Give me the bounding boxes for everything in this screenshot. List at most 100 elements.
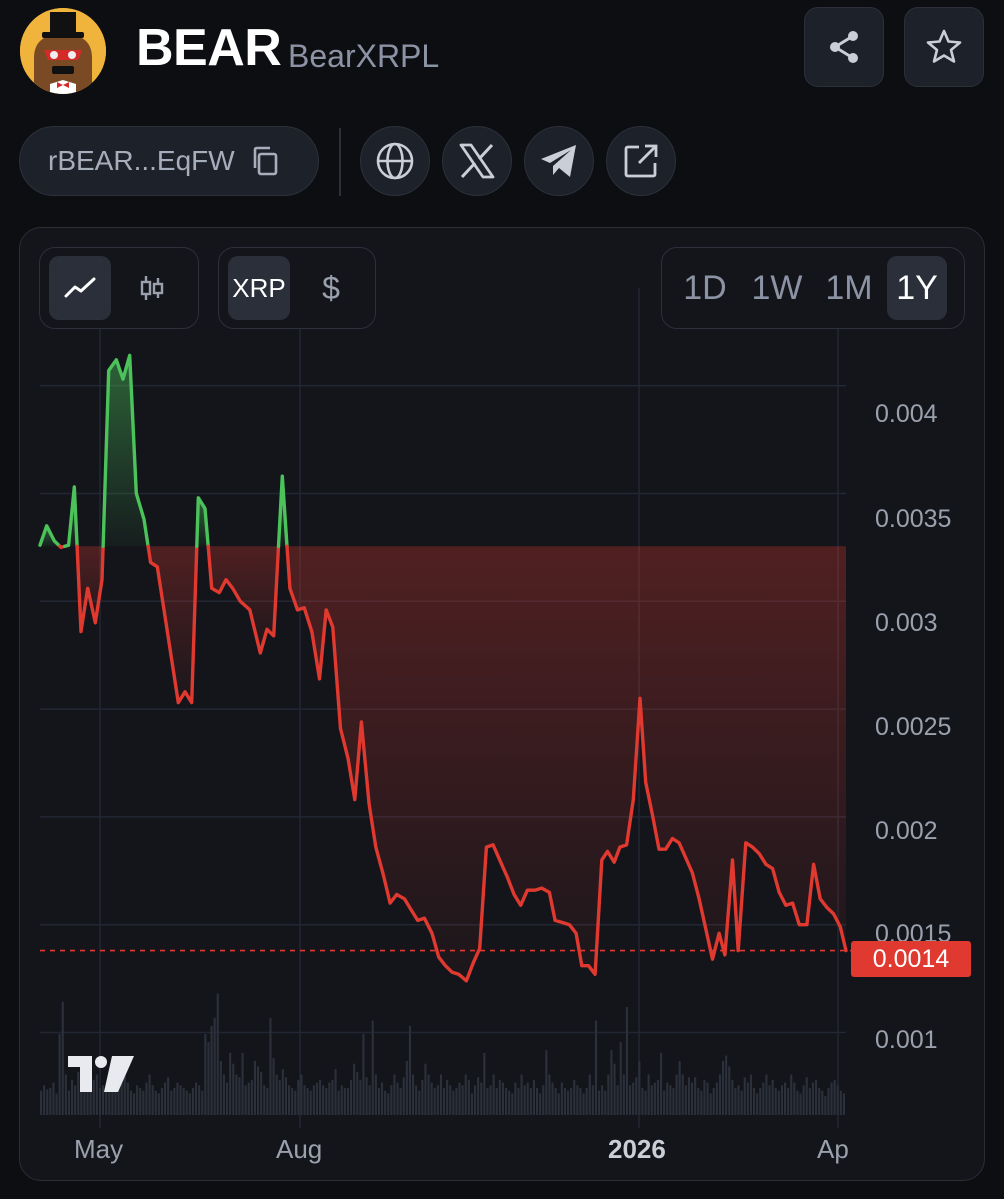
x-button[interactable] xyxy=(442,126,512,196)
volume-bar xyxy=(120,1079,123,1115)
volume-bar xyxy=(55,1093,58,1115)
time-range-toggle: 1D 1W 1M 1Y xyxy=(661,247,965,329)
volume-bar xyxy=(281,1069,284,1115)
volume-bar xyxy=(601,1085,604,1115)
share-button[interactable] xyxy=(804,7,884,87)
volume-bar xyxy=(269,1017,272,1115)
volume-bar xyxy=(272,1058,275,1115)
candlestick-chart-button[interactable] xyxy=(121,256,183,320)
price-chart[interactable] xyxy=(20,228,985,1181)
volume-bar xyxy=(638,1061,641,1115)
volume-bar xyxy=(529,1088,532,1115)
volume-bar xyxy=(697,1088,700,1115)
volume-bar xyxy=(703,1079,706,1115)
volume-bar xyxy=(712,1088,715,1115)
volume-bar xyxy=(266,1088,269,1115)
volume-bar xyxy=(542,1085,545,1115)
volume-bar xyxy=(585,1088,588,1115)
price-line xyxy=(146,544,199,705)
y-tick-label: 0.0035 xyxy=(875,505,952,533)
volume-bar xyxy=(204,1034,207,1115)
volume-bar xyxy=(604,1090,607,1115)
volume-bar xyxy=(58,1034,61,1115)
range-1d-button[interactable]: 1D xyxy=(683,268,727,307)
volume-bar xyxy=(288,1085,291,1115)
volume-bar xyxy=(737,1085,740,1115)
volume-bar xyxy=(260,1071,263,1115)
volume-bar xyxy=(570,1088,573,1115)
volume-bar xyxy=(452,1090,455,1115)
volume-bar xyxy=(71,1079,74,1115)
volume-bar xyxy=(722,1061,725,1115)
volume-bar xyxy=(663,1090,666,1115)
volume-bar xyxy=(43,1085,46,1115)
volume-bar xyxy=(312,1085,315,1115)
contract-address[interactable]: rBEAR...EqFW xyxy=(19,126,319,196)
telegram-button[interactable] xyxy=(524,126,594,196)
volume-bar xyxy=(808,1088,811,1115)
volume-bar xyxy=(560,1082,563,1115)
volume-bar xyxy=(86,1085,89,1115)
volume-bar xyxy=(278,1079,281,1115)
volume-bar xyxy=(746,1082,749,1115)
volume-bar xyxy=(424,1063,427,1115)
price-area xyxy=(196,497,209,547)
volume-bar xyxy=(95,1074,98,1115)
line-chart-icon xyxy=(64,277,96,298)
volume-bar xyxy=(656,1079,659,1115)
volume-bar xyxy=(430,1082,433,1115)
favorite-button[interactable] xyxy=(904,7,984,87)
volume-bar xyxy=(387,1093,390,1115)
volume-bar xyxy=(353,1063,356,1115)
volume-bar xyxy=(802,1085,805,1115)
volume-bar xyxy=(238,1077,241,1115)
volume-bar xyxy=(322,1085,325,1115)
volume-bar xyxy=(455,1088,458,1115)
volume-bar xyxy=(170,1090,173,1115)
currency-usd-button[interactable]: $ xyxy=(322,269,340,306)
volume-bar xyxy=(412,1074,415,1115)
last-price-badge: 0.0014 xyxy=(851,941,971,977)
volume-bar xyxy=(195,1082,198,1115)
y-tick-label: 0.0025 xyxy=(875,713,952,741)
volume-bar xyxy=(598,1090,601,1115)
volume-bar xyxy=(464,1074,467,1115)
volume-bar xyxy=(315,1082,318,1115)
volume-bar xyxy=(777,1090,780,1115)
volume-bar xyxy=(356,1071,359,1115)
volume-bar xyxy=(576,1085,579,1115)
volume-bar xyxy=(678,1061,681,1115)
volume-bar xyxy=(64,1074,67,1115)
volume-bar xyxy=(80,1082,83,1115)
volume-bar xyxy=(489,1085,492,1115)
volume-bar xyxy=(331,1079,334,1115)
range-1y-button[interactable]: 1Y xyxy=(887,256,947,320)
volume-bar xyxy=(458,1082,461,1115)
volume-bar xyxy=(579,1088,582,1115)
volume-bar xyxy=(508,1090,511,1115)
volume-bar xyxy=(790,1074,793,1115)
copy-icon[interactable] xyxy=(251,146,279,176)
website-button[interactable] xyxy=(360,126,430,196)
x-logo-icon xyxy=(459,143,495,179)
globe-icon xyxy=(376,142,414,180)
volume-bar xyxy=(229,1052,232,1115)
line-chart-button[interactable] xyxy=(49,256,111,320)
volume-bar xyxy=(182,1088,185,1115)
volume-bar xyxy=(294,1090,297,1115)
range-1w-button[interactable]: 1W xyxy=(751,268,803,307)
volume-bar xyxy=(818,1088,821,1115)
volume-bar xyxy=(470,1093,473,1115)
volume-bar xyxy=(52,1082,55,1115)
volume-bar xyxy=(653,1082,656,1115)
volume-bar xyxy=(393,1074,396,1115)
currency-xrp-button[interactable]: XRP xyxy=(228,256,290,320)
volume-bar xyxy=(740,1090,743,1115)
volume-bar xyxy=(136,1085,139,1115)
external-link-button[interactable] xyxy=(606,126,676,196)
volume-bar xyxy=(784,1082,787,1115)
volume-bar xyxy=(517,1088,520,1115)
range-1m-button[interactable]: 1M xyxy=(825,268,873,307)
volume-bar xyxy=(114,1088,117,1115)
volume-bar xyxy=(346,1088,349,1115)
